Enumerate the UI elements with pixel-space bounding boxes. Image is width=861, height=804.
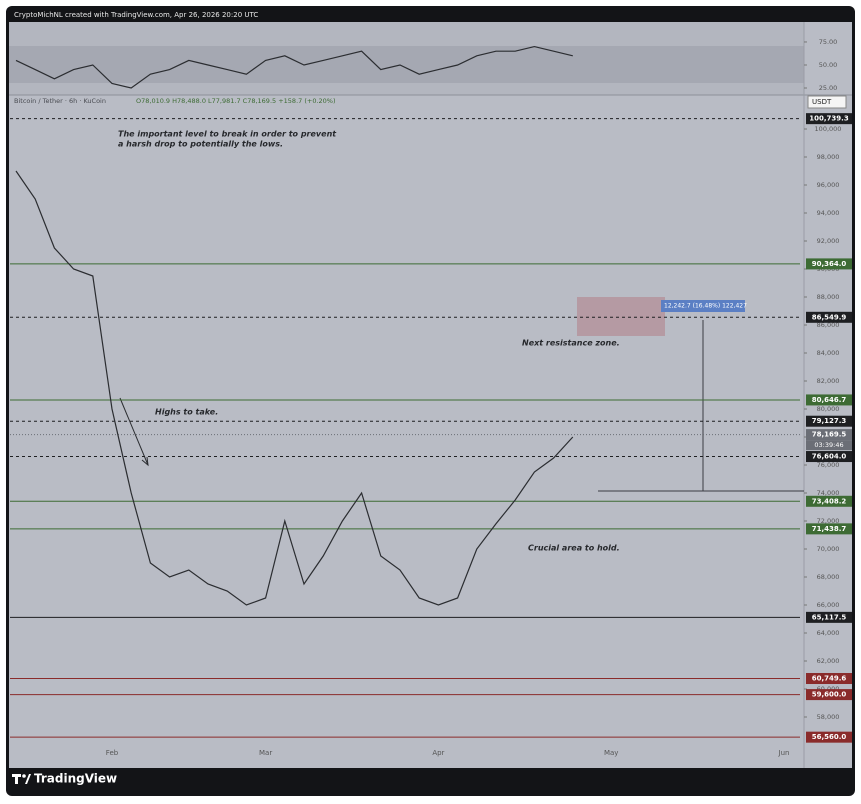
y-tick-label: 75.00 — [819, 38, 838, 46]
level-tag — [806, 673, 852, 685]
y-tick-label: 100,000 — [815, 125, 842, 133]
level-label: 90,364.0 — [812, 260, 847, 268]
annotation: Highs to take. — [155, 408, 218, 417]
y-tick-label: 82,000 — [817, 377, 840, 385]
level-label: 71,438.7 — [812, 525, 847, 533]
annotation: The important level to break in order to… — [118, 130, 337, 139]
y-tick-label: 86,000 — [817, 321, 840, 329]
credit: CryptoMichNL created with TradingView.co… — [14, 11, 258, 19]
level-label: 76,604.0 — [812, 453, 847, 461]
currency: USDT — [812, 98, 832, 106]
y-tick-label: 80,000 — [817, 405, 840, 413]
resistance-zone — [577, 297, 665, 336]
y-tick-label: 84,000 — [817, 349, 840, 357]
level-tag — [806, 731, 852, 743]
y-tick-label: 96,000 — [817, 181, 840, 189]
level-label: 79,127.3 — [812, 417, 847, 425]
y-tick-label: 72,000 — [817, 517, 840, 525]
brand-logo — [12, 774, 31, 784]
y-tick-label: 62,000 — [817, 657, 840, 665]
level-tag — [806, 689, 852, 701]
y-tick-label: 58,000 — [817, 713, 840, 721]
y-tick-label: 94,000 — [817, 209, 840, 217]
rsi-band — [9, 46, 804, 83]
level-label: 80,646.7 — [812, 396, 847, 404]
countdown-tag — [806, 440, 852, 451]
currency-box — [807, 95, 847, 109]
level-tag — [806, 311, 852, 323]
brand: TradingView — [34, 772, 117, 786]
y-tick-label: 25.00 — [819, 84, 838, 92]
countdown: 03:39:46 — [814, 441, 843, 449]
level-label: 78,169.5 — [812, 431, 847, 439]
level-tag — [806, 523, 852, 535]
x-tick-label: Jun — [778, 749, 790, 757]
chart-bg — [9, 22, 852, 768]
annotation: Crucial area to hold. — [528, 544, 620, 553]
ohlc: O78,010.9 H78,488.0 L77,981.7 C78,169.5 … — [136, 97, 336, 105]
price-line — [15, 45, 573, 89]
level-label: 73,408.2 — [812, 497, 847, 505]
level-tag — [806, 495, 852, 507]
y-tick-label: 50.00 — [819, 61, 838, 69]
level-tag — [806, 113, 852, 125]
y-tick-label: 68,000 — [817, 573, 840, 581]
y-tick-label: 70,000 — [817, 545, 840, 553]
x-tick-label: May — [604, 749, 618, 757]
y-tick-label: 60,000 — [817, 685, 840, 693]
x-tick-label: Mar — [259, 749, 272, 757]
level-label: 100,739.3 — [809, 115, 849, 123]
measure-box — [661, 300, 745, 312]
y-tick-label: 98,000 — [817, 153, 840, 161]
level-tag — [806, 258, 852, 270]
y-tick-label: 74,000 — [817, 489, 840, 497]
level-label: 60,749.6 — [812, 675, 847, 683]
y-tick-label: 88,000 — [817, 293, 840, 301]
symbol: Bitcoin / Tether · 6h · KuCoin — [14, 97, 106, 105]
level-tag — [806, 415, 852, 427]
level-label: 56,560.0 — [812, 733, 847, 741]
level-label: 65,117.5 — [812, 613, 847, 621]
x-tick-label: Feb — [106, 749, 119, 757]
annotation: Next resistance zone. — [522, 339, 620, 348]
level-label: 86,549.9 — [812, 313, 847, 321]
level-tag — [806, 394, 852, 406]
y-tick-label: 92,000 — [817, 237, 840, 245]
level-tag — [806, 611, 852, 623]
x-tick-label: Apr — [432, 749, 444, 757]
level-tag — [806, 451, 852, 463]
y-tick-label: 76,000 — [817, 461, 840, 469]
y-tick-label: 64,000 — [817, 629, 840, 637]
measure-label: 12,242.7 (16.48%) 122,427 — [664, 303, 747, 310]
arrow-head — [141, 456, 149, 467]
y-tick-label: 66,000 — [817, 601, 840, 609]
level-label: 59,600.0 — [812, 691, 847, 699]
annotation: a harsh drop to potentially the lows. — [118, 140, 283, 149]
arrow — [119, 397, 149, 466]
level-tag — [806, 429, 852, 441]
price-line — [15, 170, 574, 606]
